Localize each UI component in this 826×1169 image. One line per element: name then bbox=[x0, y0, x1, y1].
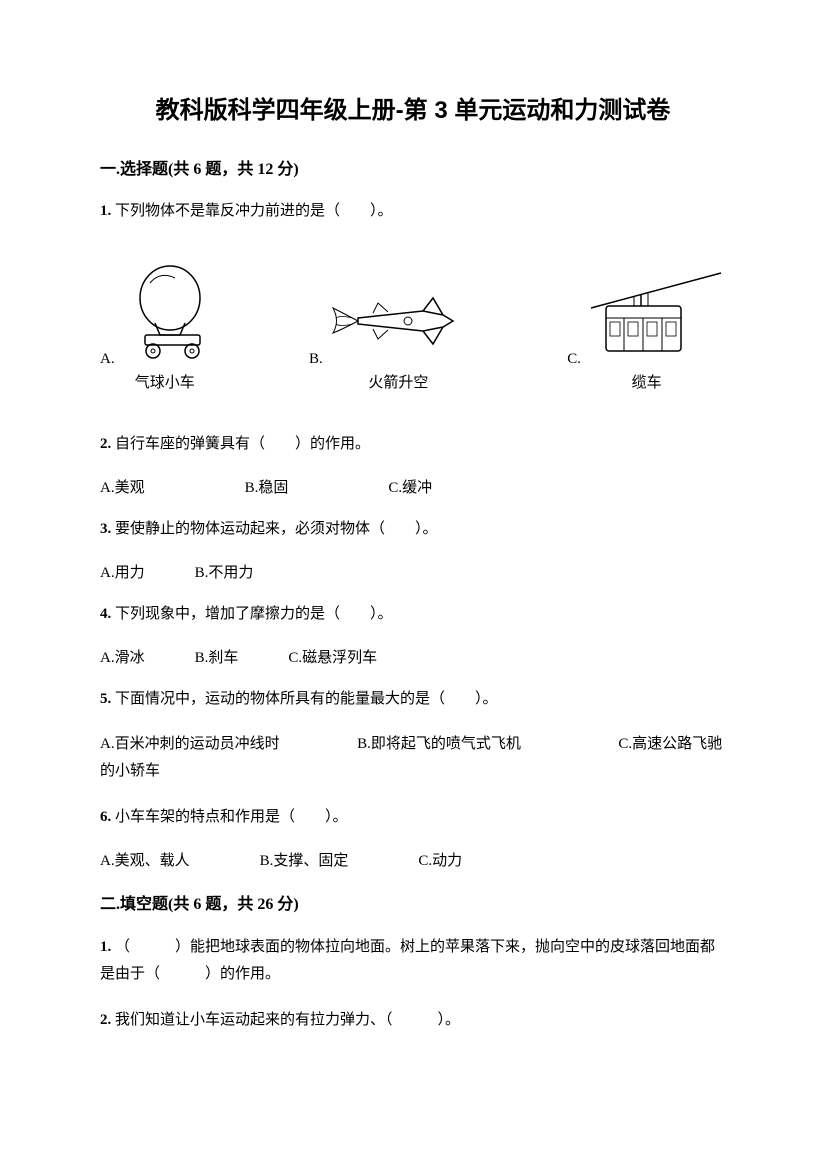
question-1: 1. 下列物体不是靠反冲力前进的是（ ）。 bbox=[100, 199, 726, 223]
q1-c-letter: C. bbox=[567, 351, 581, 368]
q4-opt-c: C.磁悬浮列车 bbox=[288, 646, 377, 667]
q1-option-b: B. 火箭升空 bbox=[309, 283, 488, 392]
q5-text: 下面情况中，运动的物体所具有的能量最大的是（ ）。 bbox=[115, 691, 498, 707]
q1-a-caption: 气球小车 bbox=[135, 371, 195, 392]
q3-opt-a: A.用力 bbox=[100, 561, 145, 582]
question-5: 5. 下面情况中，运动的物体所具有的能量最大的是（ ）。 bbox=[100, 687, 726, 711]
fq2-num: 2. bbox=[100, 1012, 111, 1028]
question-6: 6. 小车车架的特点和作用是（ ）。 bbox=[100, 805, 726, 829]
q3-text: 要使静止的物体运动起来，必须对物体（ ）。 bbox=[115, 521, 438, 537]
q4-opt-a: A.滑冰 bbox=[100, 646, 145, 667]
q1-text: 下列物体不是靠反冲力前进的是（ ）。 bbox=[115, 203, 393, 219]
balloon-car-icon bbox=[120, 263, 230, 368]
fill-question-1: 1. （ ）能把地球表面的物体拉向地面。树上的苹果落下来，抛向空中的皮球落回地面… bbox=[100, 934, 726, 988]
q1-c-caption: 缆车 bbox=[632, 371, 662, 392]
q1-num: 1. bbox=[100, 203, 111, 219]
q3-opt-b: B.不用力 bbox=[195, 561, 254, 582]
q5-num: 5. bbox=[100, 691, 111, 707]
q3-options: A.用力 B.不用力 bbox=[100, 561, 726, 582]
q1-b-caption: 火箭升空 bbox=[368, 371, 428, 392]
q6-opt-b: B.支撑、固定 bbox=[260, 849, 349, 870]
q2-text: 自行车座的弹簧具有（ ）的作用。 bbox=[115, 436, 370, 452]
fq1-text: （ ）能把地球表面的物体拉向地面。树上的苹果落下来，抛向空中的皮球落回地面都是由… bbox=[100, 939, 715, 982]
q6-text: 小车车架的特点和作用是（ ）。 bbox=[115, 809, 348, 825]
section1-header: 一.选择题(共 6 题，共 12 分) bbox=[100, 155, 726, 179]
q5-opt-b: B.即将起飞的喷气式飞机 bbox=[357, 736, 521, 752]
q6-num: 6. bbox=[100, 809, 111, 825]
fq1-num: 1. bbox=[100, 939, 111, 955]
q1-b-letter: B. bbox=[309, 351, 323, 368]
q2-opt-c: C.缓冲 bbox=[388, 476, 432, 497]
q1-image-options: A. 气球小车 B. bbox=[100, 263, 726, 392]
q6-options: A.美观、载人 B.支撑、固定 C.动力 bbox=[100, 849, 726, 870]
q3-num: 3. bbox=[100, 521, 111, 537]
q4-options: A.滑冰 B.刹车 C.磁悬浮列车 bbox=[100, 646, 726, 667]
q2-opt-a: A.美观 bbox=[100, 476, 145, 497]
q4-text: 下列现象中，增加了摩擦力的是（ ）。 bbox=[115, 606, 393, 622]
q6-opt-c: C.动力 bbox=[418, 849, 462, 870]
question-4: 4. 下列现象中，增加了摩擦力的是（ ）。 bbox=[100, 602, 726, 626]
q4-num: 4. bbox=[100, 606, 111, 622]
fq2-text: 我们知道让小车运动起来的有拉力弹力、（ ）。 bbox=[115, 1012, 460, 1028]
q4-opt-b: B.刹车 bbox=[195, 646, 239, 667]
q2-opt-b: B.稳固 bbox=[245, 476, 289, 497]
q1-option-a: A. 气球小车 bbox=[100, 263, 230, 392]
q2-num: 2. bbox=[100, 436, 111, 452]
q5-options: A.百米冲刺的运动员冲线时 B.即将起飞的喷气式飞机 C.高速公路飞驰的小轿车 bbox=[100, 731, 726, 785]
question-3: 3. 要使静止的物体运动起来，必须对物体（ ）。 bbox=[100, 517, 726, 541]
q1-a-letter: A. bbox=[100, 351, 115, 368]
cable-car-icon bbox=[586, 268, 726, 368]
rocket-icon bbox=[328, 283, 488, 368]
q2-options: A.美观 B.稳固 C.缓冲 bbox=[100, 476, 726, 497]
page-title: 教科版科学四年级上册-第 3 单元运动和力测试卷 bbox=[100, 90, 726, 125]
q6-opt-a: A.美观、载人 bbox=[100, 849, 190, 870]
q5-opt-a: A.百米冲刺的运动员冲线时 bbox=[100, 736, 280, 752]
q1-option-c: C. 缆车 bbox=[567, 268, 726, 392]
fill-question-2: 2. 我们知道让小车运动起来的有拉力弹力、（ ）。 bbox=[100, 1008, 726, 1032]
question-2: 2. 自行车座的弹簧具有（ ）的作用。 bbox=[100, 432, 726, 456]
section2-header: 二.填空题(共 6 题，共 26 分) bbox=[100, 890, 726, 914]
